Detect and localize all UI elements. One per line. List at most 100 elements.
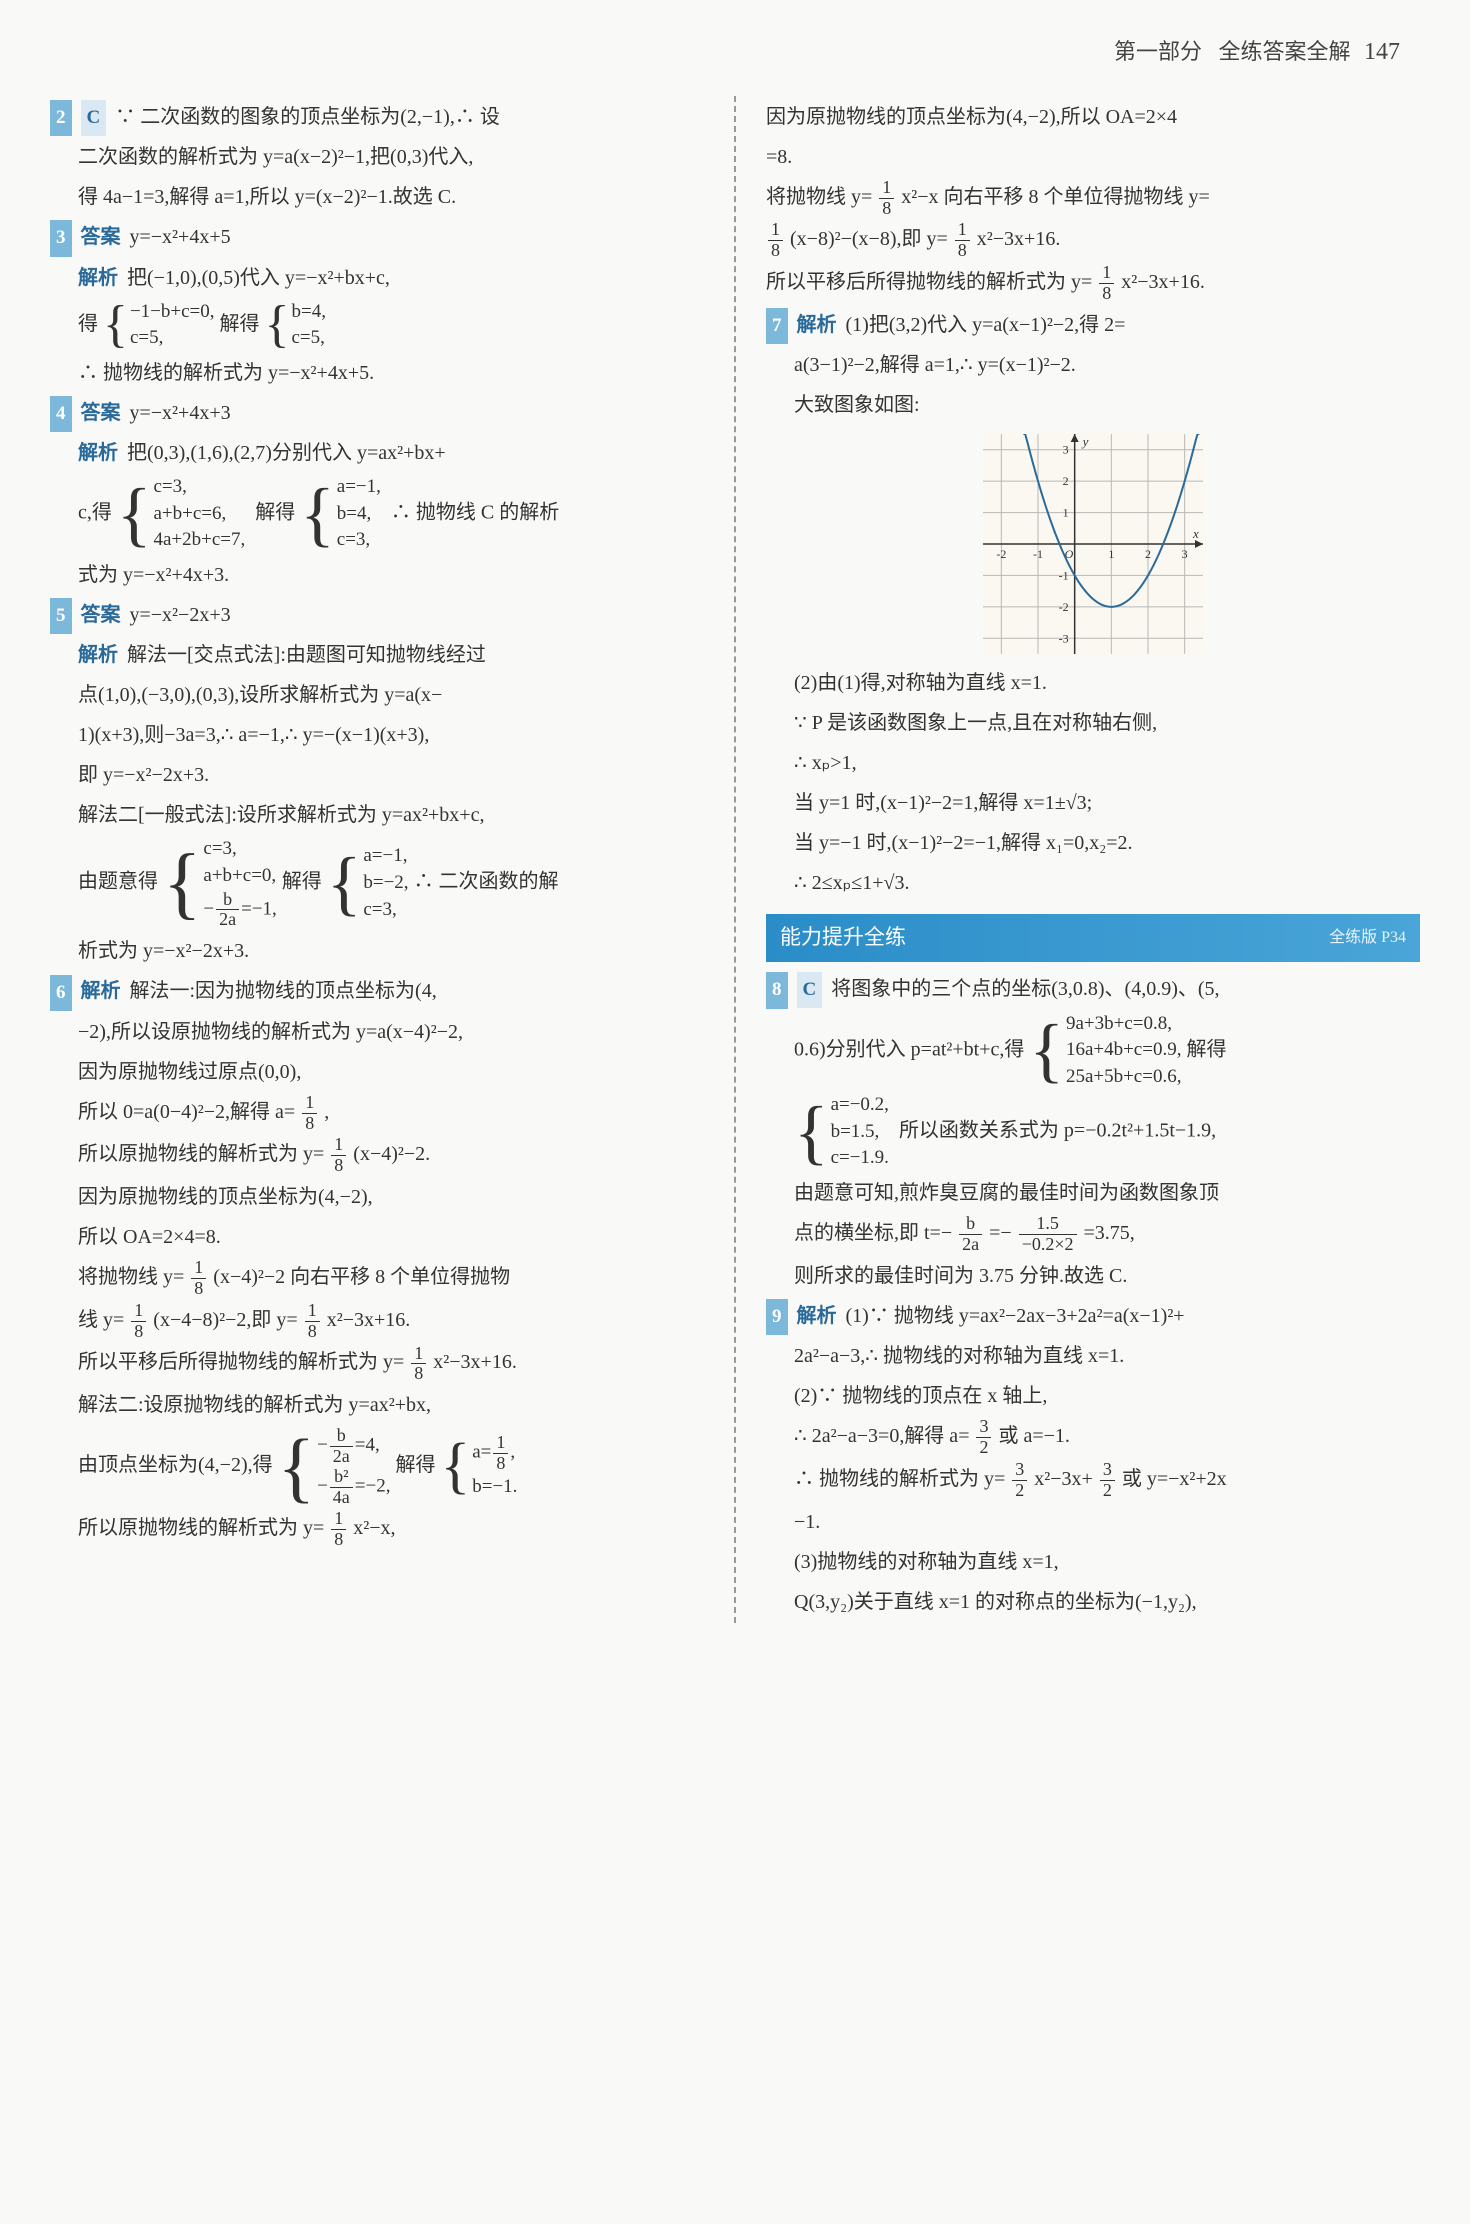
q3-answer: 3 答案 y=−x²+4x+5	[50, 218, 704, 256]
q2-number: 2	[50, 100, 72, 136]
section-ref: 全练版 P34	[1329, 923, 1406, 953]
q8-sol: { a=−0.2, b=1.5, c=−1.9. 所以函数关系式为 p=−0.2…	[766, 1092, 1420, 1172]
q5-jx5: 解法二[一般式法]:设所求解析式为 y=ax²+bx+c,	[50, 796, 704, 834]
svg-text:2: 2	[1063, 474, 1069, 488]
q7-l9: ∴ 2≤xₚ≤1+√3.	[766, 864, 1420, 902]
q6-jx1: 6 解析 解法一:因为抛物线的顶点坐标为(4,	[50, 972, 704, 1010]
q9-l8: Q(3,y₂)关于直线 x=1 的对称点的坐标为(−1,y₂),	[766, 1583, 1420, 1621]
q8-number: 8	[766, 972, 788, 1008]
q5-answer: 5 答案 y=−x²−2x+3	[50, 596, 704, 634]
q7-l5: ∵ P 是该函数图象上一点,且在对称轴右侧,	[766, 704, 1420, 742]
q6-l3: 因为原抛物线过原点(0,0),	[50, 1053, 704, 1091]
q6-l13: 所以原抛物线的解析式为 y= 18 x²−x,	[50, 1509, 704, 1550]
q3-jx1: 解析 把(−1,0),(0,5)代入 y=−x²+bx+c,	[50, 259, 704, 297]
q3-system: 得 { −1−b+c=0, c=5, 解得 { b=4, c=5,	[50, 299, 704, 352]
analysis-label: 解析	[797, 1305, 837, 1327]
q6-l12: 由顶点坐标为(4,−2),得 { −b2a=4, −b²4a=−2, 解得 { …	[50, 1426, 704, 1507]
svg-text:-2: -2	[1059, 600, 1069, 614]
q7-line1: 7 解析 (1)把(3,2)代入 y=a(x−1)²−2,得 2=	[766, 306, 1420, 344]
analysis-label: 解析	[78, 644, 118, 666]
q9-number: 9	[766, 1299, 788, 1335]
cont-l1: 因为原抛物线的顶点坐标为(4,−2),所以 OA=2×4	[766, 98, 1420, 136]
q8-l6: 则所求的最佳时间为 3.75 分钟.故选 C.	[766, 1257, 1420, 1295]
svg-text:-1: -1	[1059, 569, 1069, 583]
svg-text:2: 2	[1145, 547, 1151, 561]
answer-label: 答案	[81, 604, 121, 626]
q6-l11: 解法二:设原抛物线的解析式为 y=ax²+bx,	[50, 1386, 704, 1424]
q2-line1: 2 C ∵ 二次函数的图象的顶点坐标为(2,−1),∴ 设	[50, 98, 704, 136]
q4-jx1: 解析 把(0,3),(1,6),(2,7)分别代入 y=ax²+bx+	[50, 434, 704, 472]
q5-jx2: 点(1,0),(−3,0),(0,3),设所求解析式为 y=a(x−	[50, 676, 704, 714]
svg-text:-1: -1	[1033, 547, 1043, 561]
q2-line2: 二次函数的解析式为 y=a(x−2)²−1,把(0,3)代入,	[50, 138, 704, 176]
q8-system: 0.6)分别代入 p=at²+bt+c,得 { 9a+3b+c=0.8, 16a…	[766, 1011, 1420, 1091]
svg-text:-3: -3	[1059, 631, 1069, 645]
q7-l3: 大致图象如图:	[766, 386, 1420, 424]
answer-label: 答案	[81, 226, 121, 248]
q5-system: 由题意得 { c=3, a+b+c=0, −b2a=−1, 解得 { a=−1,…	[50, 836, 704, 930]
cont-l2: =8.	[766, 138, 1420, 176]
two-column-layout: 2 C ∵ 二次函数的图象的顶点坐标为(2,−1),∴ 设 二次函数的解析式为 …	[50, 96, 1420, 1623]
cont-l3: 将抛物线 y= 18 x²−x 向右平移 8 个单位得抛物线 y=	[766, 178, 1420, 219]
analysis-label: 解析	[797, 314, 837, 336]
q6-number: 6	[50, 975, 72, 1011]
q8-l5: 点的横坐标,即 t=− b2a =− 1.5−0.2×2 =3.75,	[766, 1214, 1420, 1255]
svg-text:1: 1	[1063, 506, 1069, 520]
q6-l8: 将抛物线 y= 18 (x−4)²−2 向右平移 8 个单位得抛物	[50, 1258, 704, 1299]
page-header: 第一部分 全练答案全解 147	[50, 30, 1420, 76]
answer-label: 答案	[81, 402, 121, 424]
q2-answer-letter: C	[81, 100, 107, 136]
section-title: 能力提升全练	[780, 918, 906, 958]
analysis-label: 解析	[78, 442, 118, 464]
q4-answer: 4 答案 y=−x²+4x+3	[50, 394, 704, 432]
q7-number: 7	[766, 308, 788, 344]
header-title: 全练答案全解	[1218, 39, 1350, 64]
q8-answer-letter: C	[797, 972, 823, 1008]
q6-l9: 线 y= 18 (x−4−8)²−2,即 y= 18 x²−3x+16.	[50, 1301, 704, 1342]
q5-number: 5	[50, 598, 72, 634]
q9-l7: (3)抛物线的对称轴为直线 x=1,	[766, 1543, 1420, 1581]
analysis-label: 解析	[78, 267, 118, 289]
q7-l7: 当 y=1 时,(x−1)²−2=1,解得 x=1±√3;	[766, 784, 1420, 822]
q2-line3: 得 4a−1=3,解得 a=1,所以 y=(x−2)²−1.故选 C.	[50, 178, 704, 216]
q8-l4: 由题意可知,煎炸臭豆腐的最佳时间为函数图象顶	[766, 1174, 1420, 1212]
q4-jx3: 式为 y=−x²+4x+3.	[50, 556, 704, 594]
q7-l2: a(3−1)²−2,解得 a=1,∴ y=(x−1)²−2.	[766, 346, 1420, 384]
q9-l4: ∴ 2a²−a−3=0,解得 a= 32 或 a=−1.	[766, 1417, 1420, 1458]
svg-text:x: x	[1192, 526, 1199, 541]
column-divider	[734, 96, 736, 1623]
q4-number: 4	[50, 396, 72, 432]
svg-text:1: 1	[1108, 547, 1114, 561]
q6-l5: 所以原抛物线的解析式为 y= 18 (x−4)²−2.	[50, 1135, 704, 1176]
page-number: 147	[1364, 39, 1400, 65]
q8-line1: 8 C 将图象中的三个点的坐标(3,0.8)、(4,0.9)、(5,	[766, 970, 1420, 1008]
q7-l4: (2)由(1)得,对称轴为直线 x=1.	[766, 664, 1420, 702]
q6-l7: 所以 OA=2×4=8.	[50, 1218, 704, 1256]
svg-text:y: y	[1081, 434, 1089, 449]
cont-l5: 所以平移后所得抛物线的解析式为 y= 18 x²−3x+16.	[766, 263, 1420, 304]
q7-l6: ∴ xₚ>1,	[766, 744, 1420, 782]
part-label: 第一部分	[1114, 39, 1202, 64]
q3-jx3: ∴ 抛物线的解析式为 y=−x²+4x+5.	[50, 354, 704, 392]
q3-number: 3	[50, 220, 72, 256]
q9-l6: −1.	[766, 1503, 1420, 1541]
svg-text:3: 3	[1063, 443, 1069, 457]
q6-l4: 所以 0=a(0−4)²−2,解得 a= 18 ,	[50, 1093, 704, 1134]
parabola-graph: -2-1123-3-2-1123Oxy	[983, 434, 1203, 654]
svg-text:-2: -2	[996, 547, 1006, 561]
q5-jx1: 解析 解法一[交点式法]:由题图可知抛物线经过	[50, 636, 704, 674]
q6-l6: 因为原抛物线的顶点坐标为(4,−2),	[50, 1178, 704, 1216]
right-column: 因为原抛物线的顶点坐标为(4,−2),所以 OA=2×4 =8. 将抛物线 y=…	[766, 96, 1420, 1623]
q9-l3: (2)∵ 抛物线的顶点在 x 轴上,	[766, 1377, 1420, 1415]
cont-l4: 18 (x−8)²−(x−8),即 y= 18 x²−3x+16.	[766, 220, 1420, 261]
q5-jx4: 即 y=−x²−2x+3.	[50, 756, 704, 794]
q9-l2: 2a²−a−3,∴ 抛物线的对称轴为直线 x=1.	[766, 1337, 1420, 1375]
svg-text:3: 3	[1182, 547, 1188, 561]
q6-l10: 所以平移后所得抛物线的解析式为 y= 18 x²−3x+16.	[50, 1343, 704, 1384]
q7-l8: 当 y=−1 时,(x−1)²−2=−1,解得 x₁=0,x₂=2.	[766, 824, 1420, 862]
q6-l2: −2),所以设原抛物线的解析式为 y=a(x−4)²−2,	[50, 1013, 704, 1051]
q9-l5: ∴ 抛物线的解析式为 y= 32 x²−3x+ 32 或 y=−x²+2x	[766, 1460, 1420, 1501]
left-column: 2 C ∵ 二次函数的图象的顶点坐标为(2,−1),∴ 设 二次函数的解析式为 …	[50, 96, 704, 1623]
q9-line1: 9 解析 (1)∵ 抛物线 y=ax²−2ax−3+2a²=a(x−1)²+	[766, 1297, 1420, 1335]
section-banner: 能力提升全练 全练版 P34	[766, 914, 1420, 962]
